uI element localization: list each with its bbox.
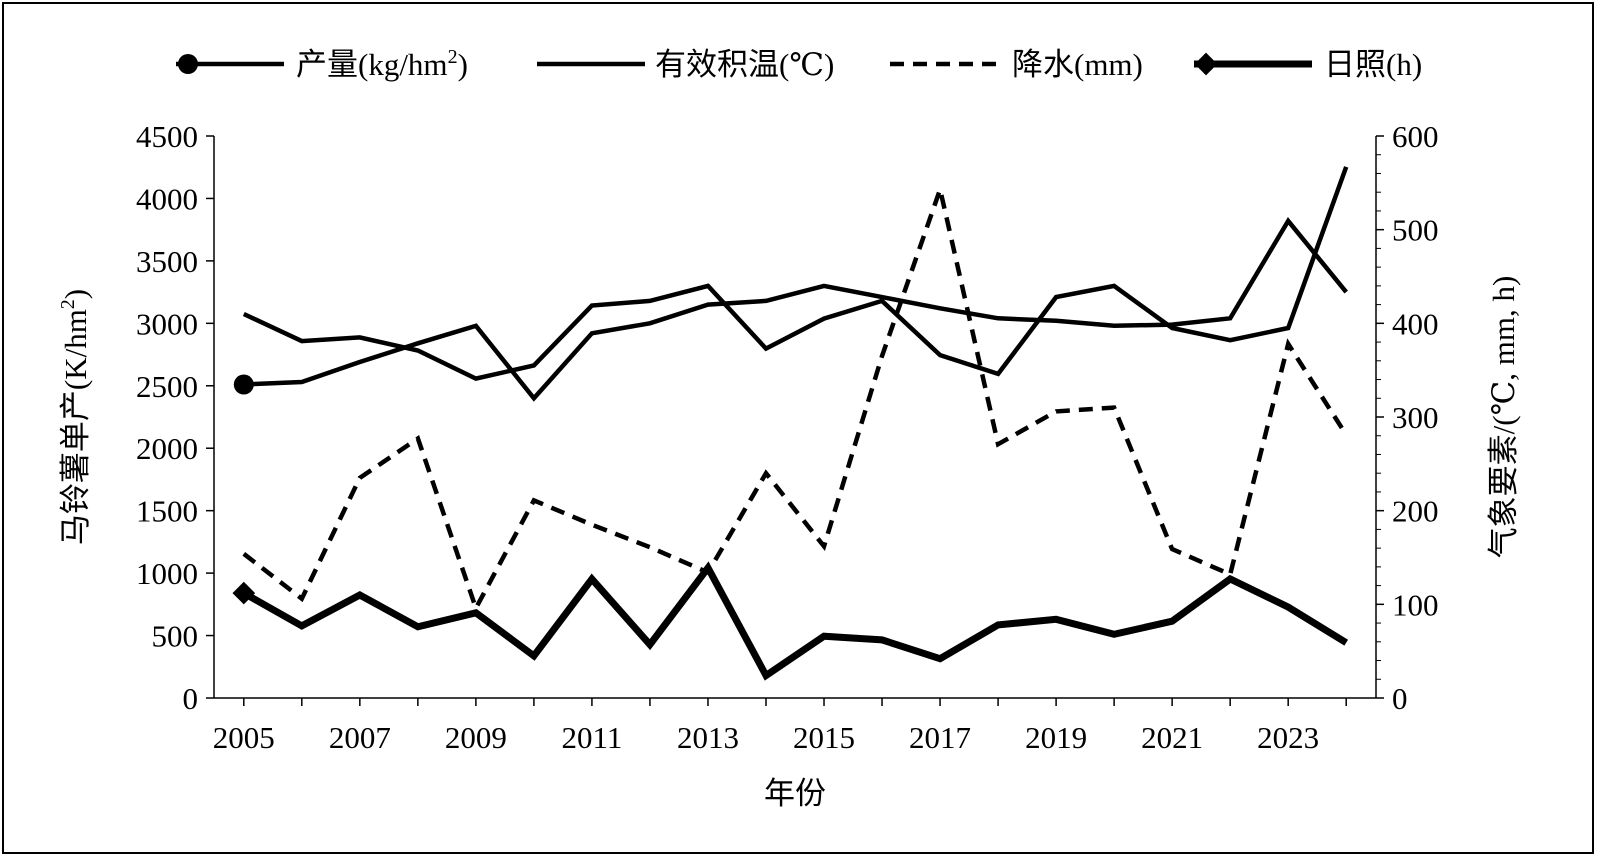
legend-label-0: 产量(kg/hm2) [296,46,468,82]
x-tick-label: 2005 [213,720,275,755]
left-y-tick-label: 4500 [136,119,198,154]
legend-label-close: ) [458,47,468,82]
right-y-tick-label: 200 [1392,494,1439,529]
x-tick-label: 2023 [1257,720,1319,755]
line-chart: 产量(kg/hm2) 有效积温(℃) 降水(mm) 日照(h) 05001000150… [57,46,1521,811]
left-y-title-sup: 2 [57,299,79,309]
left-y-tick-label: 2500 [136,369,198,404]
axes: 0 500 1000 1500 2000 2500 3000 3500 4000 4500 0 100… [136,119,1439,755]
left-y-tick-label: 1500 [136,494,198,529]
left-y-title-base: 马铃薯单产(K/hm [58,309,93,545]
legend: 产量(kg/hm2) 有效积温(℃) 降水(mm) 日照(h) [176,46,1422,82]
series-line-0 [243,216,1348,402]
left-y-tick-label: 1000 [136,556,198,591]
right-y-axis-title: 气象要素/(℃, mm, h) [1486,276,1521,559]
series-layer [232,166,1349,681]
x-tick-label: 2007 [329,720,391,755]
left-y-axis-title: 马铃薯单产(K/hm2) [57,289,93,545]
right-y-tick-label: 400 [1392,306,1439,341]
x-tick-label: 2019 [1025,720,1087,755]
left-y-tick-label: 2000 [136,431,198,466]
x-tick-label: 2017 [909,720,971,755]
left-y-tick-label: 3000 [136,306,198,341]
series-line-2 [242,181,1349,614]
x-tick-label: 2021 [1141,720,1203,755]
x-tick-label: 2009 [445,720,507,755]
x-tick-label: 2015 [793,720,855,755]
legend-label-sup: 2 [448,46,458,68]
right-y-tick-label: 300 [1392,400,1439,435]
legend-label-2: 降水(mm) [1012,47,1143,82]
series-line-3 [242,561,1349,681]
left-y-title-close: ) [58,289,93,299]
legend-marker-circle [178,54,198,74]
right-y-tick-label: 0 [1392,681,1408,716]
right-y-tick-label: 500 [1392,213,1439,248]
legend-marker-diamond [1194,52,1218,76]
right-y-tick-label: 100 [1392,587,1439,622]
x-axis-title: 年份 [764,776,826,811]
left-y-tick-label: 3500 [136,244,198,279]
left-y-tick-label: 0 [183,681,199,716]
legend-label-3: 日照(h) [1324,47,1422,82]
left-y-tick-label: 500 [152,619,199,654]
x-tick-label: 2011 [561,720,622,755]
series-line-1 [242,166,1349,381]
left-y-tick-label: 4000 [136,181,198,216]
x-tick-label: 2013 [677,720,739,755]
legend-label-1: 有效积温(℃) [655,47,834,82]
right-y-tick-label: 600 [1392,119,1439,154]
series-marker-circle [233,374,254,395]
